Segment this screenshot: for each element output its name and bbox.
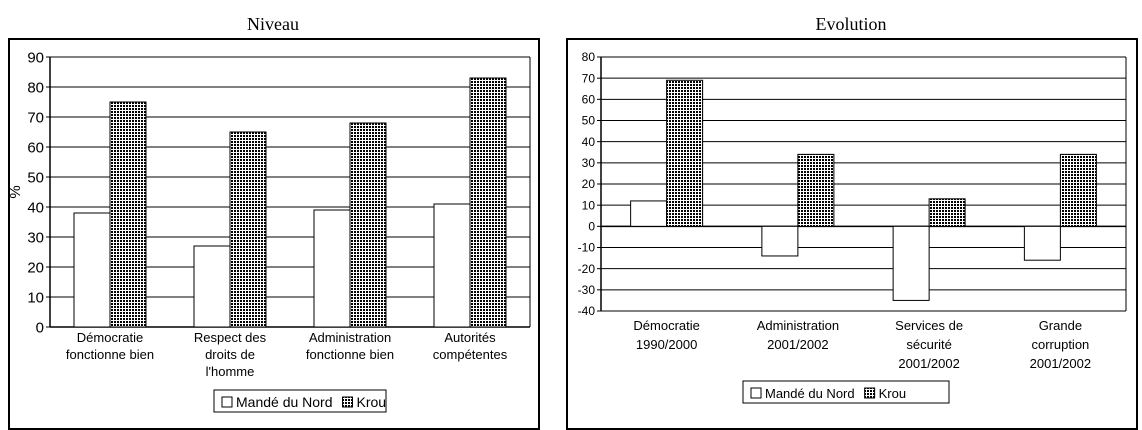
evolution-bar-krou bbox=[666, 79, 704, 227]
evolution-category-label: 2001/2002 bbox=[898, 356, 959, 371]
evolution-bar-mande-du-nord bbox=[630, 200, 668, 227]
evolution-y-tick-label: 0 bbox=[588, 220, 595, 234]
niveau-y-tick-label: 10 bbox=[27, 289, 44, 306]
evolution-bar-mande-du-nord bbox=[761, 225, 799, 257]
evolution-category-label: corruption bbox=[1031, 337, 1089, 352]
niveau-legend-label-mande-du-nord: Mandé du Nord bbox=[236, 394, 333, 410]
evolution-y-tick-label: 30 bbox=[582, 156, 596, 170]
evolution-category-label: 2001/2002 bbox=[767, 337, 828, 352]
evolution-category-label: Démocratie bbox=[633, 318, 699, 333]
niveau-category-label: droits de bbox=[205, 347, 255, 362]
niveau-bar-mande-du-nord bbox=[313, 209, 351, 328]
niveau-y-tick-label: 60 bbox=[27, 139, 44, 156]
niveau-bar-mande-du-nord bbox=[433, 203, 471, 328]
niveau-category-label: Démocratie bbox=[77, 330, 143, 345]
niveau-bar-krou bbox=[349, 122, 387, 328]
evolution-legend-swatch-mande-du-nord bbox=[750, 387, 762, 399]
evolution-bar-krou bbox=[797, 153, 835, 227]
niveau-bar-krou bbox=[229, 131, 267, 328]
evolution-legend-label-mande-du-nord: Mandé du Nord bbox=[765, 386, 855, 401]
chart-title-evolution: Evolution bbox=[815, 14, 887, 34]
niveau-legend-swatch-krou bbox=[342, 396, 354, 408]
niveau-y-tick-label: 90 bbox=[27, 49, 44, 66]
evolution-legend-label-krou: Krou bbox=[879, 386, 906, 401]
niveau-legend-swatch-mande-du-nord bbox=[221, 396, 233, 408]
niveau-y-tick-label: 70 bbox=[27, 109, 44, 126]
niveau-y-axis-label: % bbox=[7, 185, 24, 198]
niveau-legend-label-krou: Krou bbox=[357, 394, 387, 410]
evolution-y-tick-label: 40 bbox=[582, 135, 596, 149]
evolution-category-label: sécurité bbox=[906, 337, 952, 352]
evolution-bar-mande-du-nord bbox=[1023, 225, 1061, 261]
chart-title-niveau: Niveau bbox=[247, 14, 299, 34]
evolution-y-tick-label: -10 bbox=[578, 241, 596, 255]
niveau-category-label: compétentes bbox=[433, 347, 508, 362]
niveau-category-label: Respect des bbox=[194, 330, 267, 345]
evolution-y-tick-label: 80 bbox=[582, 50, 596, 64]
niveau-bar-krou bbox=[469, 77, 507, 328]
niveau-category-label: fonctionne bien bbox=[306, 347, 394, 362]
niveau-bar-mande-du-nord bbox=[193, 245, 231, 328]
evolution-legend-box bbox=[742, 380, 950, 404]
niveau-category-label: Administration bbox=[309, 330, 391, 345]
evolution-y-tick-label: 10 bbox=[582, 198, 596, 212]
evolution-category-label: 2001/2002 bbox=[1030, 356, 1091, 371]
evolution-bar-krou bbox=[928, 198, 966, 227]
niveau-y-tick-label: 20 bbox=[27, 259, 44, 276]
niveau-y-tick-label: 0 bbox=[36, 319, 44, 336]
niveau-category-label: fonctionne bien bbox=[66, 347, 154, 362]
evolution-y-tick-label: -20 bbox=[578, 262, 596, 276]
evolution-y-tick-label: 60 bbox=[582, 93, 596, 107]
niveau-category-label: l'homme bbox=[206, 364, 255, 379]
evolution-y-tick-label: -30 bbox=[578, 283, 596, 297]
evolution-legend-swatch-krou bbox=[864, 387, 876, 399]
evolution-y-tick-label: 50 bbox=[582, 114, 596, 128]
evolution-y-tick-label: 20 bbox=[582, 177, 596, 191]
niveau-bar-krou bbox=[109, 101, 147, 328]
niveau-category-label: Autorités bbox=[444, 330, 496, 345]
niveau-y-tick-label: 80 bbox=[27, 79, 44, 96]
niveau-y-tick-label: 40 bbox=[27, 199, 44, 216]
evolution-category-label: Grande bbox=[1039, 318, 1082, 333]
evolution-bar-krou bbox=[1059, 153, 1097, 227]
niveau-y-tick-label: 30 bbox=[27, 229, 44, 246]
evolution-y-tick-label: -40 bbox=[578, 304, 596, 318]
evolution-category-label: Services de bbox=[895, 318, 963, 333]
niveau-y-tick-label: 50 bbox=[27, 169, 44, 186]
evolution-y-tick-label: 70 bbox=[582, 71, 596, 85]
niveau-bar-mande-du-nord bbox=[73, 212, 111, 328]
evolution-category-label: Administration bbox=[757, 318, 839, 333]
evolution-bar-mande-du-nord bbox=[892, 225, 930, 301]
evolution-category-label: 1990/2000 bbox=[636, 337, 697, 352]
